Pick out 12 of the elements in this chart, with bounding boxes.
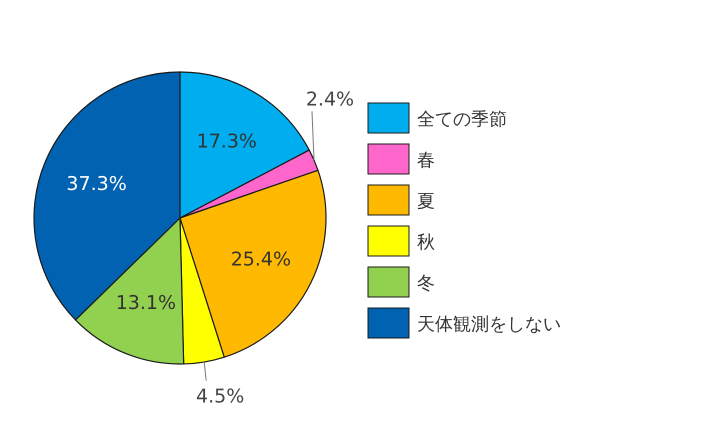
legend-label: 春: [417, 150, 435, 171]
data-label: 25.4%: [230, 248, 292, 271]
data-label: 37.3%: [66, 172, 127, 195]
data-label: 2.4%: [306, 88, 354, 110]
legend-label: 天体観測をしない: [417, 314, 561, 335]
legend-label: 冬: [417, 273, 435, 294]
legend-label: 夏: [417, 191, 435, 212]
legend-label: 秋: [417, 232, 435, 253]
data-label: 4.5%: [196, 386, 244, 408]
data-label: 13.1%: [116, 292, 176, 314]
legend-label: 全ての季節: [417, 109, 507, 130]
data-label: 17.3%: [196, 130, 257, 153]
